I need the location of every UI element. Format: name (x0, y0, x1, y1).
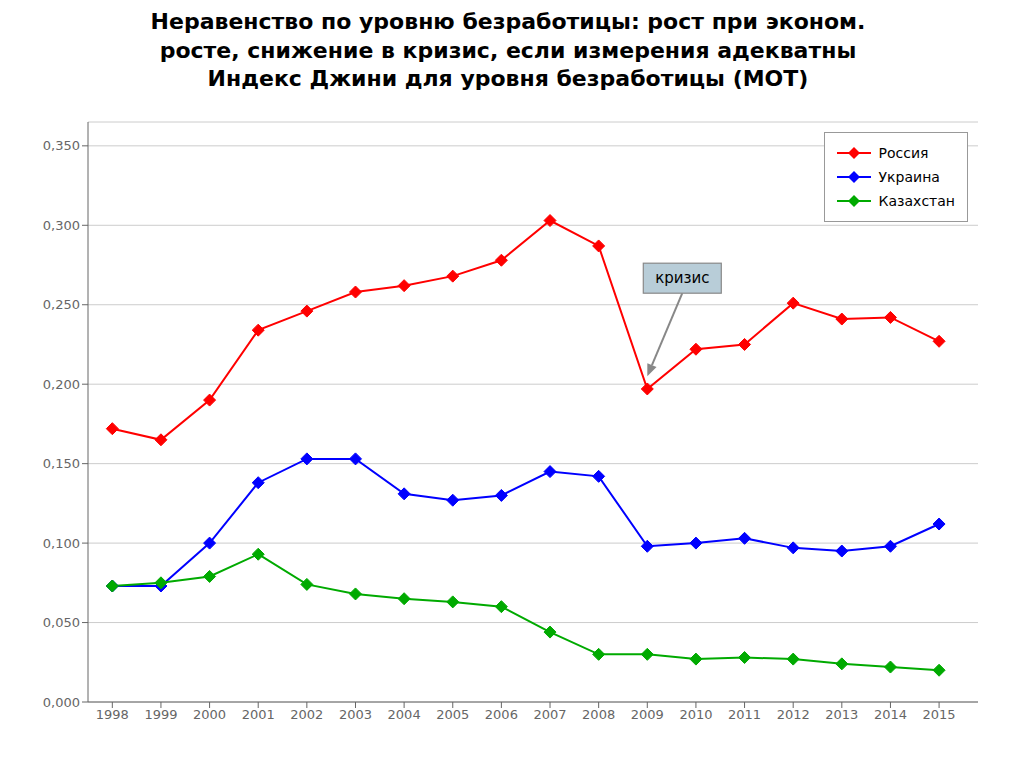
svg-text:0,150: 0,150 (43, 456, 80, 471)
svg-text:1999: 1999 (144, 707, 177, 722)
svg-text:0,350: 0,350 (43, 138, 80, 153)
html-text:Украина: Украина (878, 168, 940, 185)
svg-text:2006: 2006 (485, 707, 518, 722)
svg-text:2004: 2004 (388, 707, 421, 722)
svg-text:1998: 1998 (96, 707, 129, 722)
svg-text:0,250: 0,250 (43, 297, 80, 312)
svg-text:2007: 2007 (533, 707, 566, 722)
svg-text:2001: 2001 (242, 707, 275, 722)
svg-text:2011: 2011 (728, 707, 761, 722)
svg-text:2014: 2014 (874, 707, 907, 722)
svg-text:2012: 2012 (777, 707, 810, 722)
html-text:росте, снижение в кризис, если: росте, снижение в кризис, если измерения… (159, 37, 857, 63)
svg-text:2002: 2002 (290, 707, 323, 722)
html-text:Казахстан: Казахстан (878, 192, 955, 209)
html-text:Неравенство по уровню безработ: Неравенство по уровню безработицы: рост … (150, 9, 866, 34)
svg-text:2009: 2009 (631, 707, 664, 722)
html-text:Россия: Россия (878, 144, 929, 161)
svg-text:2003: 2003 (339, 707, 372, 722)
svg-text:2008: 2008 (582, 707, 615, 722)
svg-text:0,000: 0,000 (43, 694, 80, 709)
html-text:Индекс Джини для уровня безраб: Индекс Джини для уровня безработицы (МОТ… (207, 66, 809, 92)
svg-text:0,050: 0,050 (43, 615, 80, 630)
svg-text:0,200: 0,200 (43, 377, 80, 392)
svg-text:2005: 2005 (436, 707, 469, 722)
svg-text:2013: 2013 (825, 707, 858, 722)
svg-text:2000: 2000 (193, 707, 226, 722)
svg-text:0,100: 0,100 (43, 535, 80, 550)
svg-text:0,300: 0,300 (43, 218, 80, 233)
svg-text:2015: 2015 (923, 707, 956, 722)
svg-text:2010: 2010 (679, 707, 712, 722)
svg-text:кризис: кризис (655, 269, 709, 287)
